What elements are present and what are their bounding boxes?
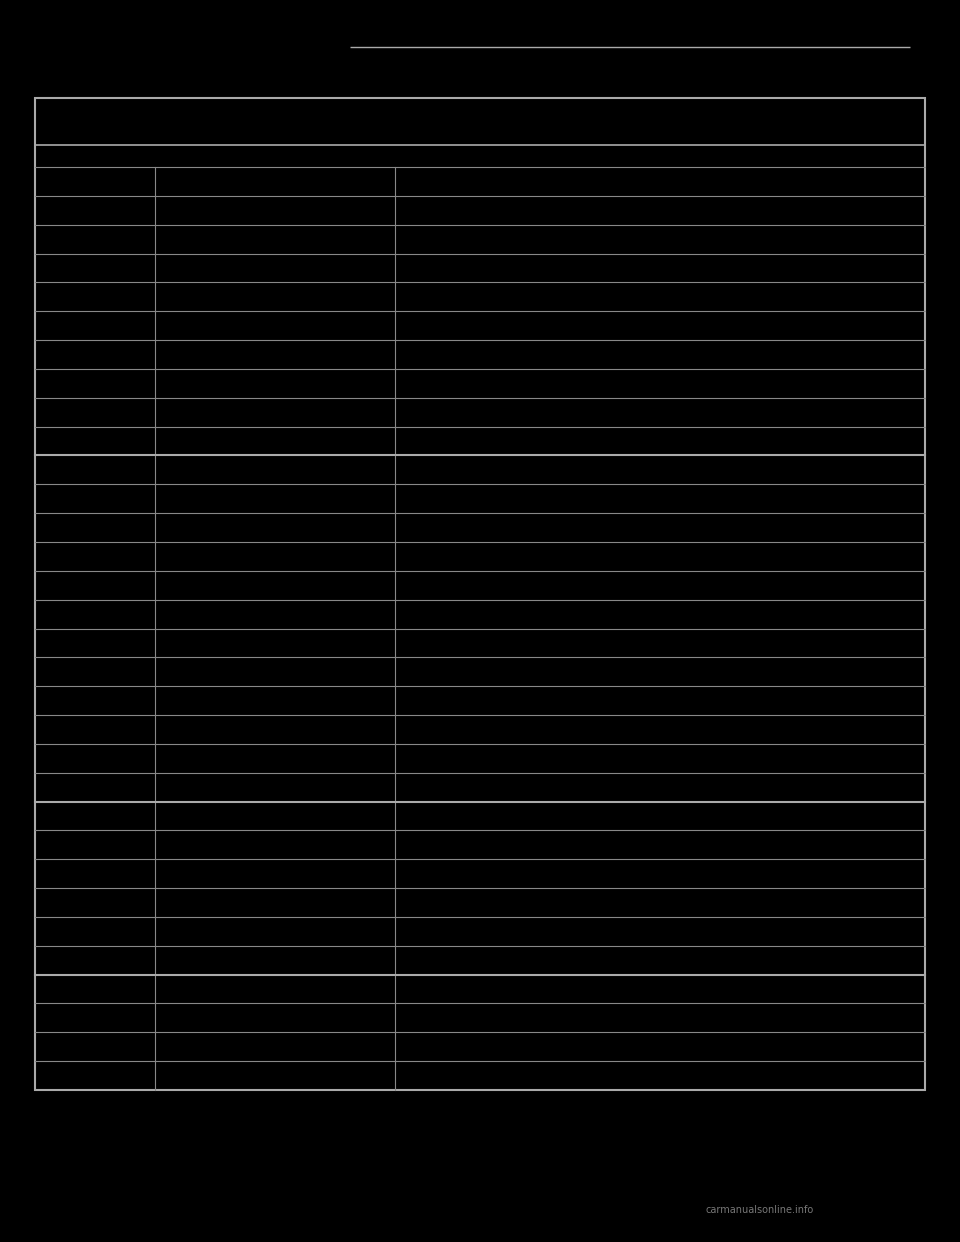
Text: carmanualsonline.info: carmanualsonline.info — [706, 1205, 814, 1215]
Bar — [35, 98, 925, 1090]
